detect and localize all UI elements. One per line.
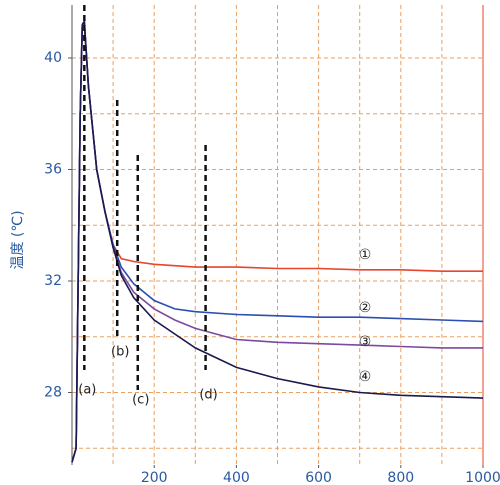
annotation-label: (a) bbox=[78, 383, 96, 398]
y-axis-label: 温度 (℃) bbox=[10, 210, 26, 269]
x-tick-label: 600 bbox=[305, 470, 332, 485]
y-tick-label: 36 bbox=[44, 161, 62, 177]
y-tick-label: 40 bbox=[44, 50, 62, 66]
x-tick-label: 800 bbox=[387, 470, 414, 485]
annotation-label: (c) bbox=[132, 393, 149, 408]
annotation-label: (b) bbox=[111, 345, 129, 360]
series-label: ① bbox=[359, 247, 372, 263]
series-label: ④ bbox=[359, 369, 372, 385]
annotation-label: (d) bbox=[199, 388, 217, 403]
x-tick-label: 200 bbox=[141, 470, 168, 485]
y-tick-label: 32 bbox=[44, 273, 62, 289]
x-tick-label: 1000 bbox=[465, 470, 500, 485]
series-label: ③ bbox=[359, 334, 372, 350]
series-label: ② bbox=[359, 300, 372, 316]
x-tick-label: 400 bbox=[223, 470, 250, 485]
y-tick-label: 28 bbox=[44, 385, 62, 401]
line-series bbox=[71, 19, 484, 463]
